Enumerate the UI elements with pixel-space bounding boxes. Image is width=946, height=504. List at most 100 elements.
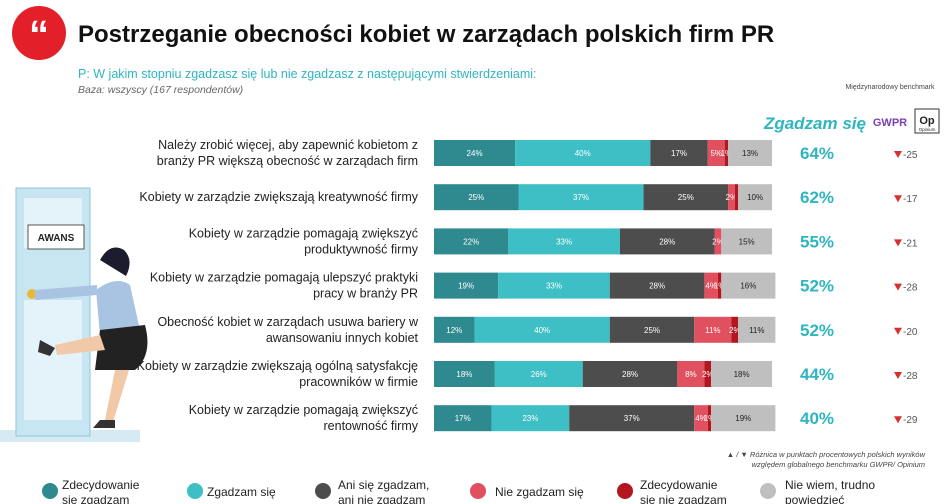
bar-segment	[738, 184, 772, 211]
category-label: branży PR większą obecność w zarządach f…	[157, 154, 418, 168]
opinium-logo: Op	[919, 115, 935, 127]
segment-label: 37%	[624, 414, 640, 423]
segment-label: 24%	[467, 149, 483, 158]
question: P: W jakim stopniu zgadzasz się lub nie …	[78, 67, 537, 81]
agree-total: 52%	[800, 321, 834, 340]
category-label: Obecność kobiet w zarządach usuwa barier…	[157, 315, 419, 329]
bar-segment	[728, 184, 735, 211]
benchmark-arrow	[894, 327, 902, 335]
segment-label: 17%	[671, 149, 687, 158]
agree-total: 62%	[800, 188, 834, 207]
bar-segment	[731, 316, 739, 343]
bar-segment	[707, 405, 712, 432]
bar-segment	[508, 228, 620, 255]
bar-segment	[738, 316, 776, 343]
benchmark-value: -21	[903, 238, 918, 249]
bar-segment	[491, 405, 570, 432]
category-label: produktywność firmy	[304, 242, 419, 256]
bar-segment	[643, 184, 729, 211]
illustration-label: AWANS	[38, 233, 75, 244]
category-label: Kobiety w zarządzie pomagają ulepszyć pr…	[150, 271, 418, 285]
bar-segment	[717, 272, 722, 299]
segment-label: 2%	[729, 326, 741, 335]
agree-total: 52%	[800, 277, 834, 296]
category-label: Kobiety w zarządzie zwiększają kreatywno…	[139, 190, 418, 204]
bar-segment	[515, 140, 651, 166]
segment-label: 33%	[556, 237, 572, 246]
segment-label: 28%	[649, 282, 665, 291]
bar-segment	[619, 228, 715, 255]
legend-label: Nie zgadzam się	[495, 485, 584, 499]
bar-segment	[434, 228, 509, 255]
benchmark-arrow	[894, 239, 902, 247]
category-label: Kobiety w zarządzie pomagają zwiększyć	[189, 226, 418, 240]
bar-segment	[650, 140, 708, 166]
benchmark-header: Międzynarodowy benchmark	[845, 84, 935, 91]
segment-label: 2%	[702, 370, 714, 379]
bar-segment	[434, 184, 519, 211]
legend-label: Nie wiem, trudno powiedzieć	[785, 478, 876, 504]
bar-segment	[474, 316, 610, 343]
bar-segment	[569, 405, 695, 432]
bar-segment	[609, 316, 695, 343]
bar-segment	[434, 405, 492, 432]
category-label: rentowność firmy	[324, 419, 419, 433]
bar-segment	[609, 272, 705, 299]
bar-segment	[734, 184, 739, 211]
bar-segment	[694, 405, 708, 432]
benchmark-value: -17	[903, 194, 918, 205]
segment-label: 2%	[712, 237, 724, 246]
bar-segment	[728, 140, 772, 166]
legend-label: Zdecydowanie się nie zgadzam	[640, 478, 727, 504]
agree-total: 40%	[800, 409, 834, 428]
legend-label: Zdecydowanie się zgadzam	[62, 478, 140, 504]
segment-label: 23%	[522, 414, 538, 423]
bar-segment	[711, 405, 776, 432]
logo-quote: “	[29, 13, 49, 57]
title: Postrzeganie obecności kobiet w zarządac…	[78, 21, 774, 48]
legend-swatch	[617, 483, 633, 499]
benchmark-arrow	[894, 416, 902, 424]
agree-header: Zgadzam się	[763, 114, 866, 133]
footnote: względem globalnego benchmarku GWPR/ Opi…	[752, 460, 925, 469]
segment-label: 12%	[446, 326, 462, 335]
bar-segment	[724, 140, 729, 166]
segment-label: 16%	[740, 282, 756, 291]
base: Baza: wszyscy (167 respondentów)	[78, 84, 243, 96]
legend-swatch	[470, 483, 486, 499]
illustration: AWANS	[0, 187, 148, 442]
legend-swatch	[187, 483, 203, 499]
segment-label: 11%	[705, 326, 720, 335]
benchmark-arrow	[894, 283, 902, 291]
bar-segment	[434, 140, 516, 166]
legend-swatch	[315, 483, 331, 499]
segment-label: 40%	[534, 326, 550, 335]
category-label: awansowaniu innych kobiet	[266, 331, 419, 345]
opinium-box	[914, 108, 940, 134]
segment-label: 17%	[455, 414, 471, 423]
segment-label: 5%	[710, 149, 722, 158]
segment-label: 4%	[695, 414, 707, 423]
benchmark-arrow	[894, 195, 902, 203]
bar-segment	[711, 361, 772, 387]
segment-label: 10%	[747, 193, 763, 202]
segment-label: 15%	[739, 237, 755, 246]
segment-label: 28%	[622, 370, 638, 379]
opinium-text: Opinium	[919, 127, 936, 132]
segment-label: 1%	[714, 282, 726, 291]
segment-label: 2%	[726, 193, 738, 202]
legend-swatch	[42, 483, 58, 499]
category-label: pracy w branży PR	[313, 287, 418, 301]
bar-segment	[434, 316, 475, 343]
segment-label: 4%	[705, 282, 717, 291]
category-label: Należy zrobić więcej, aby zapewnić kobie…	[158, 138, 418, 152]
bar-segment	[582, 361, 678, 387]
segment-label: 11%	[749, 326, 764, 335]
agree-total: 44%	[800, 365, 834, 384]
bar-segment	[704, 272, 718, 299]
segment-label: 19%	[458, 282, 474, 291]
segment-label: 33%	[546, 282, 562, 291]
bar-segment	[714, 228, 722, 255]
footnote: ▲ / ▼ Różnica w punktach procentowych po…	[727, 450, 926, 459]
